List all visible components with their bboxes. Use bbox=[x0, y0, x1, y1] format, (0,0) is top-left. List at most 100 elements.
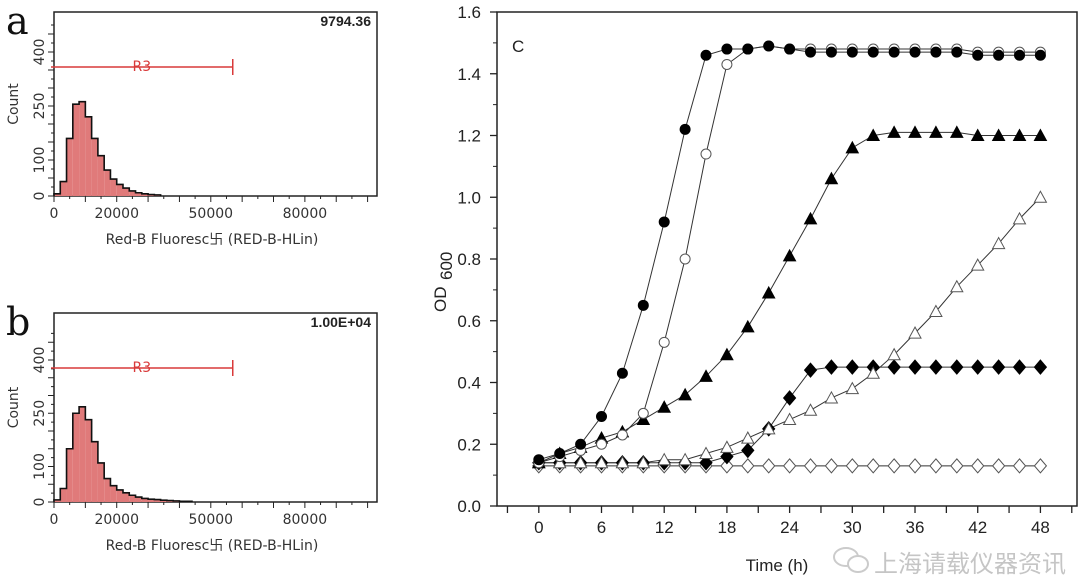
data-point-diamond-open bbox=[741, 458, 755, 474]
data-point-circle-filled bbox=[616, 367, 628, 379]
data-point-diamond-filled bbox=[950, 359, 964, 375]
data-point-circle-filled bbox=[700, 49, 712, 61]
data-point-diamond-filled bbox=[1012, 359, 1027, 375]
data-point-triangle-open bbox=[720, 440, 734, 453]
plot-frame bbox=[53, 312, 378, 503]
x-axis-label: Red-B Fluoresc卐 (RED-B-HLin) bbox=[106, 232, 319, 248]
statistic-value: 1.00E+04 bbox=[311, 314, 372, 330]
histogram-bar bbox=[72, 104, 80, 196]
y-tick-label: 400 bbox=[32, 39, 48, 66]
data-point-triangle-open bbox=[573, 455, 588, 469]
data-point-circle-filled bbox=[972, 49, 984, 61]
data-point-diamond-filled bbox=[1033, 359, 1048, 375]
histogram-bar bbox=[148, 499, 155, 502]
data-point-triangle-open bbox=[824, 390, 839, 404]
data-point-triangle-open bbox=[970, 258, 985, 271]
data-point-triangle-open bbox=[866, 366, 881, 379]
data-point-diamond-filled bbox=[991, 359, 1006, 375]
data-point-circle-filled bbox=[658, 216, 670, 228]
histogram-bar bbox=[154, 499, 161, 502]
data-point-diamond-open bbox=[866, 458, 880, 474]
histogram-bar bbox=[122, 188, 130, 196]
data-point-circle-filled bbox=[596, 410, 608, 422]
y-tick-label: 0 bbox=[32, 498, 48, 507]
data-point-triangle-filled bbox=[761, 285, 776, 299]
data-point-triangle-open bbox=[657, 452, 672, 466]
data-point-triangle-open bbox=[740, 431, 755, 444]
data-point-circle-filled bbox=[825, 46, 837, 58]
data-point-triangle-filled bbox=[887, 125, 901, 138]
data-point-triangle-filled bbox=[803, 211, 818, 225]
data-point-diamond-open bbox=[950, 458, 964, 474]
data-point-triangle-open bbox=[1012, 211, 1027, 225]
histogram-bar bbox=[104, 478, 111, 502]
data-point-diamond-filled bbox=[908, 359, 922, 375]
data-point-triangle-filled bbox=[699, 369, 713, 382]
x-axis-label: Time (h) bbox=[746, 556, 809, 575]
data-point-triangle-open bbox=[615, 455, 630, 469]
data-point-circle-filled bbox=[867, 46, 879, 58]
data-point-diamond-filled bbox=[741, 442, 755, 459]
data-point-circle-open bbox=[658, 336, 670, 348]
x-tick-label: 20000 bbox=[94, 206, 139, 222]
data-point-circle-open bbox=[679, 253, 691, 265]
x-tick-label: 0 bbox=[50, 512, 59, 528]
data-point-circle-filled bbox=[888, 46, 900, 58]
histogram-bar bbox=[60, 181, 67, 196]
histogram-bar bbox=[91, 138, 98, 196]
data-point-triangle-open bbox=[991, 236, 1006, 250]
data-point-triangle-filled bbox=[845, 140, 860, 154]
data-point-circle-open bbox=[596, 438, 608, 450]
data-point-circle-filled bbox=[930, 46, 942, 58]
histogram-bar bbox=[141, 193, 149, 196]
histogram-bar bbox=[116, 184, 123, 196]
histogram-bar bbox=[104, 170, 111, 196]
data-point-triangle-open bbox=[929, 304, 943, 317]
data-point-circle-filled bbox=[805, 46, 817, 58]
y-axis-label-subscript: 600 bbox=[437, 252, 456, 280]
x-tick-label: 0 bbox=[50, 206, 59, 222]
panel-label: C bbox=[512, 37, 524, 56]
data-point-triangle-filled bbox=[1033, 128, 1048, 141]
histogram-bar bbox=[129, 190, 136, 196]
watermark: 上海请载仪器资讯 bbox=[833, 547, 1066, 578]
panel-label: a bbox=[6, 0, 29, 43]
histogram-bar bbox=[135, 192, 142, 196]
data-point-triangle-open bbox=[552, 455, 567, 469]
histogram-bar bbox=[91, 441, 98, 502]
histogram-bar bbox=[72, 413, 80, 502]
data-point-diamond-filled bbox=[699, 455, 713, 471]
histogram-bar bbox=[129, 495, 136, 502]
histogram-bar bbox=[122, 492, 130, 502]
histogram-bar bbox=[66, 138, 73, 196]
data-point-triangle-filled bbox=[970, 128, 985, 141]
data-point-circle-open bbox=[700, 148, 712, 160]
data-point-diamond-open bbox=[824, 458, 839, 474]
data-point-circle-filled bbox=[763, 40, 775, 52]
x-axis-label: Red-B Fluoresc卐 (RED-B-HLin) bbox=[106, 538, 319, 554]
x-tick-label: 80000 bbox=[283, 512, 328, 528]
data-point-diamond-open bbox=[762, 458, 776, 474]
histogram-bar bbox=[110, 485, 117, 502]
data-point-circle-filled bbox=[679, 123, 691, 135]
data-point-triangle-open bbox=[1033, 190, 1048, 203]
y-tick-label: 0.2 bbox=[457, 435, 481, 454]
histogram-bar bbox=[85, 116, 92, 196]
data-point-diamond-filled bbox=[803, 362, 818, 378]
data-point-diamond-filled bbox=[824, 359, 839, 375]
y-tick-label: 0.6 bbox=[457, 312, 481, 331]
data-point-circle-filled bbox=[784, 43, 796, 55]
data-point-triangle-open bbox=[782, 412, 797, 426]
data-point-triangle-filled bbox=[740, 319, 755, 333]
wechat-icon bbox=[833, 547, 869, 573]
data-point-triangle-filled bbox=[720, 347, 734, 361]
data-point-circle-filled bbox=[533, 454, 545, 466]
data-point-triangle-open bbox=[887, 347, 901, 361]
histogram-bar bbox=[160, 500, 167, 502]
y-axis-label: Count bbox=[6, 83, 22, 125]
histogram-bar bbox=[116, 489, 123, 502]
y-axis-label: OD 600 bbox=[431, 252, 456, 312]
data-point-circle-filled bbox=[909, 46, 921, 58]
data-point-diamond-open bbox=[782, 458, 797, 474]
